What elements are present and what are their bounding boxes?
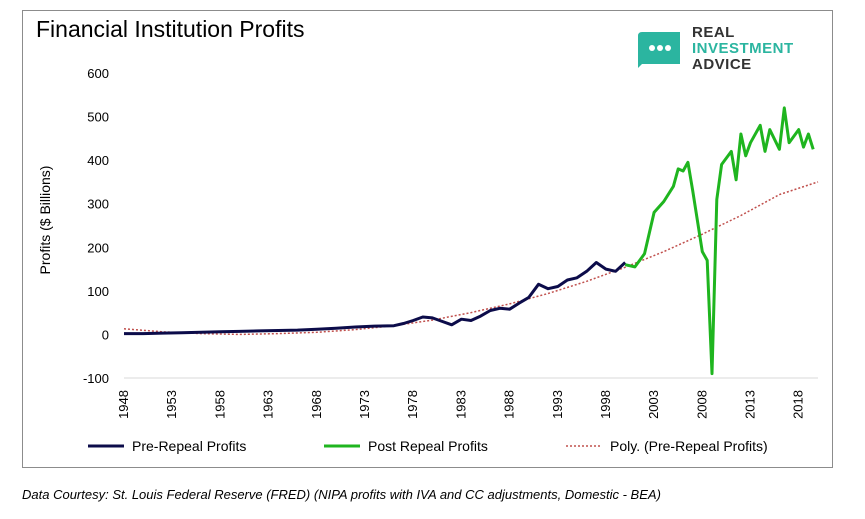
legend: Pre-Repeal Profits Post Repeal Profits P… [88,436,828,456]
y-tick-label: 300 [87,197,109,212]
x-tick-label: 1958 [212,390,227,419]
legend-label-post-repeal: Post Repeal Profits [368,438,488,454]
y-tick-label: 500 [87,110,109,125]
y-tick-label: 600 [87,66,109,81]
series-line-pre-repeal [124,261,627,336]
x-tick-label: 1998 [598,390,613,419]
legend-label-pre-repeal: Pre-Repeal Profits [132,438,247,454]
y-tick-label: 0 [102,327,109,342]
legend-item-post-repeal: Post Repeal Profits [324,436,488,456]
x-tick-label: 1953 [164,390,179,419]
x-tick-label: 1983 [453,390,468,419]
legend-item-poly-trend: Poly. (Pre-Repeal Profits) [566,436,768,456]
logo: REAL INVESTMENT ADVICE [636,24,826,78]
logo-mark-icon [638,32,680,68]
legend-swatch-post-repeal [324,444,360,448]
x-tick-label: 1993 [550,390,565,419]
logo-text-real: REAL [692,24,735,41]
x-tick-label: 2008 [694,390,709,419]
logo-text-advice: ADVICE [692,56,752,73]
series-line-poly-trend [123,181,819,336]
logo-text-investment: INVESTMENT [692,40,794,57]
x-tick-label: 2013 [743,390,758,419]
x-tick-label: 1973 [357,390,372,419]
legend-swatch-pre-repeal [88,444,124,448]
y-tick-label: 200 [87,240,109,255]
x-tick-label: 2003 [646,390,661,419]
series-line-post-repeal [624,106,815,376]
x-tick-label: 1988 [502,390,517,419]
x-tick-label: 1968 [309,390,324,419]
legend-item-pre-repeal: Pre-Repeal Profits [88,436,246,456]
x-tick-label: 1963 [261,390,276,419]
y-tick-label: 400 [87,153,109,168]
chart-title: Financial Institution Profits [36,16,305,42]
chart-frame [22,10,833,468]
x-tick-label: 1978 [405,390,420,419]
y-tick-label: 100 [87,284,109,299]
footnote: Data Courtesy: St. Louis Federal Reserve… [22,487,661,502]
y-tick-label: -100 [83,371,109,386]
legend-swatch-poly-trend [566,445,602,447]
legend-label-poly-trend: Poly. (Pre-Repeal Profits) [610,438,768,454]
x-tick-label: 1948 [116,390,131,419]
x-tick-label: 2018 [791,390,806,419]
